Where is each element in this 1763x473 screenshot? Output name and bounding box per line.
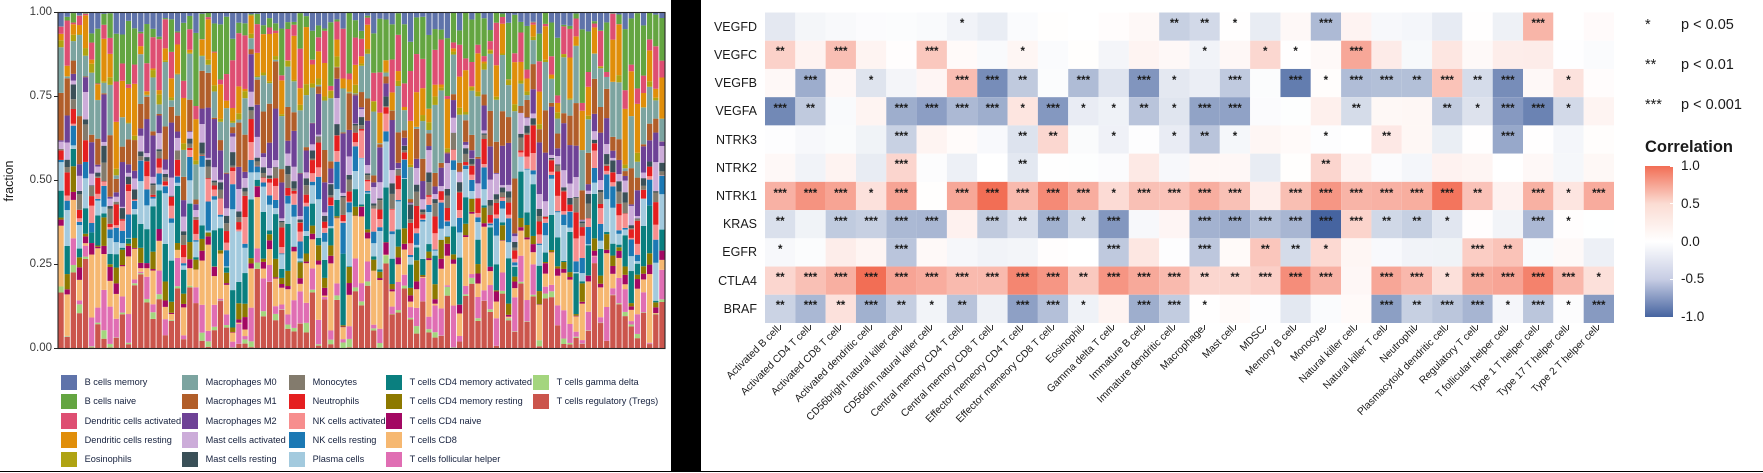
svg-text:Effector memeory CD8 T cell: Effector memeory CD8 T cell	[954, 324, 1055, 425]
svg-text:CD56bright natural killer cell: CD56bright natural killer cell	[805, 324, 904, 423]
svg-text:Central memory CD4 T cell: Central memory CD4 T cell	[869, 324, 964, 419]
svg-text:Regulatory T cell: Regulatory T cell	[1418, 324, 1480, 386]
svg-text:Activated B cell: Activated B cell	[725, 324, 783, 382]
svg-text:Memory B cell: Memory B cell	[1244, 324, 1298, 378]
svg-text:Gamma delta T cell: Gamma delta T cell	[1045, 324, 1116, 395]
svg-text:Eosinophil: Eosinophil	[1044, 324, 1085, 365]
svg-text:Natural killer T cell: Natural killer T cell	[1321, 324, 1388, 391]
svg-text:Monocyte: Monocyte	[1289, 324, 1329, 364]
svg-text:Effector memeory CD4 T cell: Effector memeory CD4 T cell	[924, 324, 1025, 425]
svg-text:Activated CD4 T cell: Activated CD4 T cell	[739, 324, 812, 397]
svg-text:Activated dendritic cell: Activated dendritic cell	[793, 324, 873, 404]
svg-text:Macrophage: Macrophage	[1159, 324, 1207, 372]
svg-text:Neutrophil: Neutrophil	[1378, 324, 1419, 365]
svg-text:Type 2 T helper cell: Type 2 T helper cell	[1530, 324, 1601, 395]
svg-text:Natural killer cell: Natural killer cell	[1297, 324, 1358, 385]
svg-text:Activated CD8 T cell: Activated CD8 T cell	[769, 324, 842, 397]
svg-text:Type 1 T helper cell: Type 1 T helper cell	[1469, 324, 1540, 395]
svg-text:Mast cell: Mast cell	[1201, 324, 1238, 361]
svg-text:Type 17 T helper cell: Type 17 T helper cell	[1496, 324, 1571, 399]
svg-text:Immature dendritic cell: Immature dendritic cell	[1095, 324, 1176, 405]
svg-text:Plasmacytoid dendritic cell: Plasmacytoid dendritic cell	[1356, 324, 1450, 418]
svg-text:Immature B cell: Immature B cell	[1088, 324, 1146, 382]
svg-text:CD56dim natural killer cell: CD56dim natural killer cell	[842, 324, 934, 416]
svg-text:MDSC: MDSC	[1238, 324, 1268, 354]
svg-text:Central memory CD8 T cell: Central memory CD8 T cell	[899, 324, 994, 419]
svg-text:T follicular helper cell: T follicular helper cell	[1434, 324, 1510, 400]
